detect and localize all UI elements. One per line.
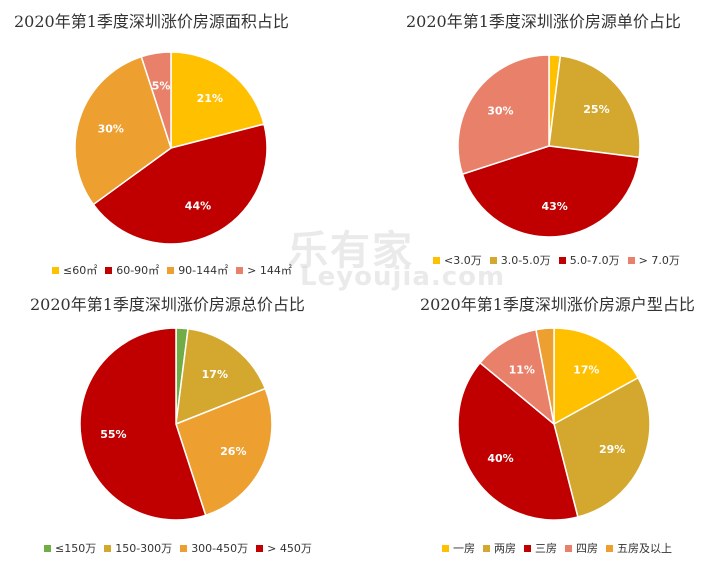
- slice-label: 55%: [100, 428, 126, 441]
- chart-2-pie: 25% 43% 30%: [457, 54, 641, 238]
- legend-label: 3.0-5.0万: [500, 254, 551, 267]
- slice-label: 30%: [487, 105, 513, 118]
- legend-swatch: [256, 544, 264, 552]
- chart-1-pie: 21% 44% 30% 5%: [74, 51, 268, 245]
- slice-label: 21%: [197, 92, 223, 105]
- legend-label: 四房: [576, 542, 598, 555]
- legend-label: 三房: [535, 542, 557, 555]
- legend-swatch: [52, 266, 59, 274]
- slice-label: 29%: [599, 443, 625, 456]
- pie-slice: [79, 327, 207, 521]
- legend-item: 五房及以上: [606, 540, 672, 556]
- slice-label: 43%: [541, 200, 567, 213]
- legend-item: 60-90㎡: [105, 262, 159, 278]
- legend-swatch: [104, 544, 112, 552]
- legend-label: 60-90㎡: [116, 264, 160, 277]
- pie-slice: [175, 387, 273, 517]
- slice-label: 44%: [185, 199, 211, 212]
- legend-label: ≤150万: [55, 542, 97, 555]
- pie-slice: [92, 123, 268, 245]
- legend-swatch: [483, 544, 490, 552]
- pie-slice: [553, 327, 640, 426]
- chart-3-title: 2020年第1季度深圳涨价房源总价占比: [30, 295, 305, 314]
- pie-slice: [535, 327, 555, 425]
- legend-item: 两房: [483, 540, 516, 556]
- pie-slice: [140, 51, 172, 149]
- legend-swatch: [167, 266, 175, 274]
- chart-2-title: 2020年第1季度深圳涨价房源单价占比: [406, 12, 681, 31]
- slice-label: 30%: [98, 122, 124, 135]
- chart-4-title: 2020年第1季度深圳涨价房源户型占比: [420, 295, 695, 314]
- pie-slice: [74, 55, 172, 206]
- legend-swatch: [236, 266, 244, 274]
- pie-slice: [175, 327, 267, 426]
- slice-label: 5%: [152, 79, 171, 92]
- legend-swatch: [44, 544, 51, 552]
- legend-label: > 144㎡: [247, 264, 292, 277]
- slice-label: 26%: [220, 445, 246, 458]
- chart-1-legend: ≤60㎡ 60-90㎡ 90-144㎡ > 144㎡: [52, 262, 300, 278]
- legend-item: > 450万: [256, 540, 312, 556]
- pie-slice: [457, 54, 550, 176]
- legend-item: 300-450万: [180, 540, 248, 556]
- legend-label: > 450万: [267, 542, 312, 555]
- chart-1-title: 2020年第1季度深圳涨价房源面积占比: [14, 12, 289, 31]
- legend-item: > 7.0万: [627, 252, 680, 268]
- legend-swatch: [606, 544, 613, 552]
- legend-item: > 144㎡: [236, 262, 292, 278]
- legend-swatch: [524, 544, 531, 552]
- legend-label: > 7.0万: [638, 254, 680, 267]
- legend-label: 五房及以上: [617, 542, 672, 555]
- legend-swatch: [489, 256, 497, 264]
- pie-slice: [457, 361, 579, 521]
- pie-slice: [461, 145, 641, 238]
- legend-item: 5.0-7.0万: [558, 252, 620, 268]
- chart-2-legend: <3.0万 3.0-5.0万 5.0-7.0万 > 7.0万: [433, 252, 688, 268]
- legend-swatch: [627, 256, 635, 264]
- slice-label: 17%: [202, 368, 228, 381]
- legend-label: 150-300万: [115, 542, 173, 555]
- pie-slice: [170, 51, 265, 149]
- slice-label: 17%: [573, 363, 599, 376]
- legend-swatch: [565, 544, 572, 552]
- legend-item: 3.0-5.0万: [489, 252, 551, 268]
- legend-label: 5.0-7.0万: [569, 254, 620, 267]
- slice-label: 11%: [509, 363, 535, 376]
- legend-swatch: [442, 544, 449, 552]
- chart-4-pie: 17% 29% 40% 11%: [457, 327, 651, 521]
- legend-label: 两房: [494, 542, 516, 555]
- chart-4-legend: 一房 两房 三房 四房 五房及以上: [442, 540, 680, 556]
- legend-label: 90-144㎡: [178, 264, 229, 277]
- watermark-brand: 乐有家: [288, 228, 414, 274]
- legend-item: ≤60㎡: [52, 262, 97, 278]
- legend-item: 四房: [565, 540, 598, 556]
- legend-item: 150-300万: [104, 540, 172, 556]
- chart-3-pie: 17% 26% 55%: [79, 327, 273, 521]
- legend-label: ≤60㎡: [63, 264, 98, 277]
- legend-item: 一房: [442, 540, 475, 556]
- pie-slice: [553, 376, 651, 518]
- legend-swatch: [433, 256, 440, 264]
- pie-slice: [548, 54, 641, 159]
- chart-3-legend: ≤150万 150-300万 300-450万 > 450万: [44, 540, 320, 556]
- legend-item: 三房: [524, 540, 557, 556]
- legend-item: 90-144㎡: [167, 262, 228, 278]
- legend-label: 一房: [453, 542, 475, 555]
- legend-item: <3.0万: [433, 252, 482, 268]
- pie-slice: [478, 328, 556, 426]
- legend-label: <3.0万: [444, 254, 482, 267]
- legend-swatch: [105, 266, 113, 274]
- legend-item: ≤150万: [44, 540, 96, 556]
- legend-swatch: [180, 544, 188, 552]
- legend-label: 300-450万: [191, 542, 249, 555]
- slice-label: 40%: [487, 452, 513, 465]
- legend-swatch: [558, 256, 566, 264]
- slice-label: 25%: [583, 103, 609, 116]
